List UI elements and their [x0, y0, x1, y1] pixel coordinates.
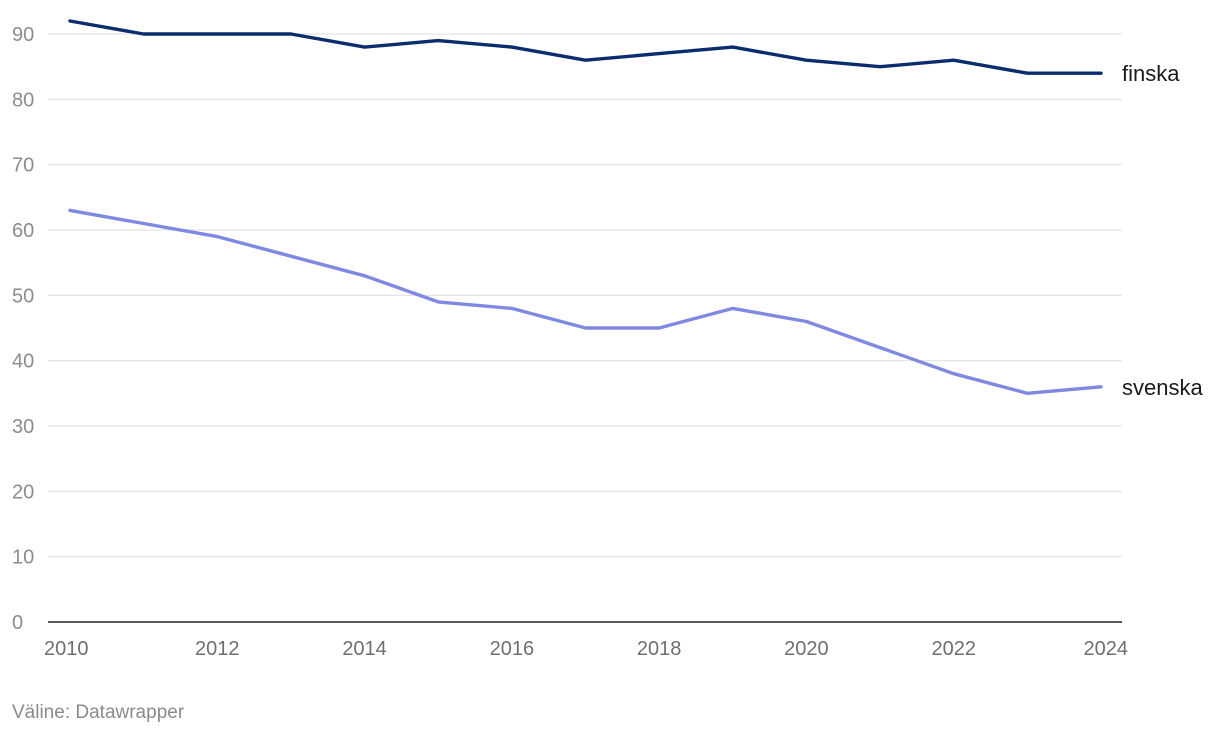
series-line-svenska: [68, 208, 1103, 395]
y-tick-label: 20: [12, 481, 34, 503]
x-tick-label: 2024: [1084, 638, 1129, 660]
gridlines: [48, 33, 1122, 558]
x-tick-label: 2014: [342, 638, 387, 660]
y-tick-label: 10: [12, 547, 34, 569]
x-tick-label: 2022: [931, 638, 976, 660]
series-label-svenska: svenska: [1122, 375, 1203, 400]
y-axis-tick-labels: 0 10 20 30 40 50 60 70 80 90: [12, 24, 34, 634]
y-tick-label: 30: [12, 416, 34, 438]
y-tick-label: 50: [12, 285, 34, 307]
series-labels: finska svenska: [1122, 61, 1203, 400]
series-label-finska: finska: [1122, 61, 1180, 86]
y-tick-label: 90: [12, 24, 34, 46]
y-tick-label: 0: [12, 612, 23, 634]
series-line-finska: [68, 19, 1103, 75]
source-note: Väline: Datawrapper: [12, 702, 185, 723]
y-tick-label: 70: [12, 155, 34, 177]
x-axis-tick-labels: 2010 2012 2014 2016 2018 2020 2022 2024: [44, 638, 1128, 660]
series-lines: [68, 19, 1103, 395]
x-tick-label: 2018: [637, 638, 682, 660]
x-tick-label: 2020: [784, 638, 829, 660]
y-tick-label: 40: [12, 351, 34, 373]
x-tick-label: 2012: [195, 638, 240, 660]
y-tick-label: 80: [12, 89, 34, 111]
y-tick-label: 60: [12, 220, 34, 242]
x-tick-label: 2016: [490, 638, 535, 660]
x-tick-label: 2010: [44, 638, 89, 660]
